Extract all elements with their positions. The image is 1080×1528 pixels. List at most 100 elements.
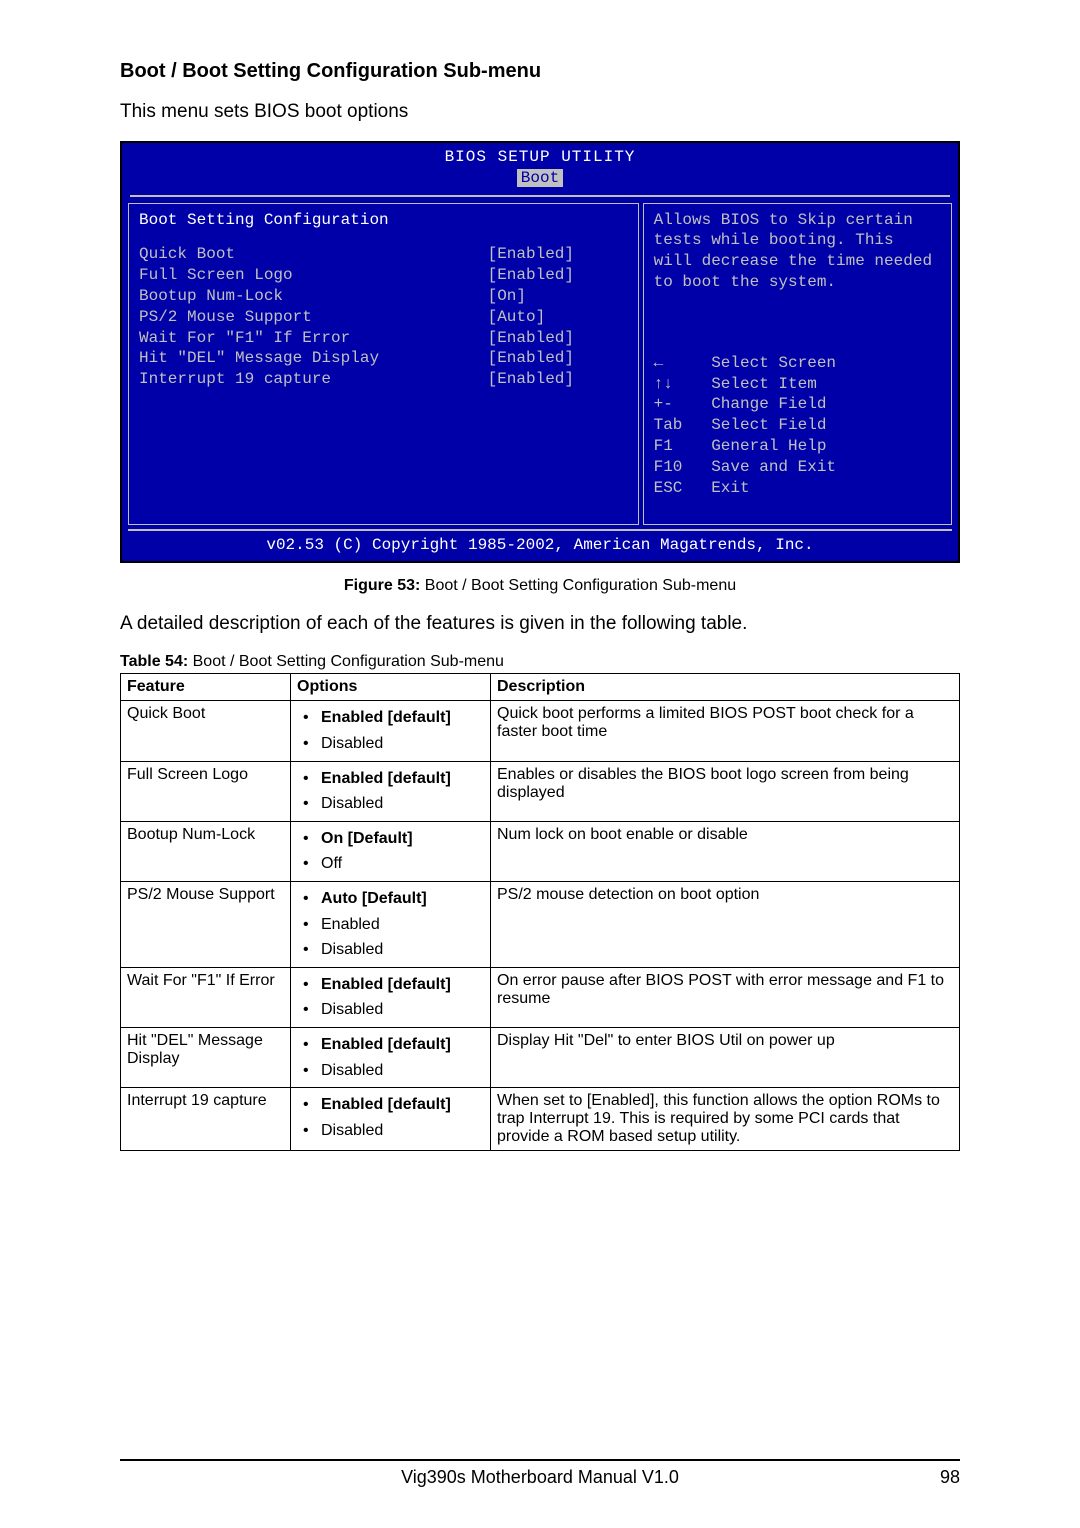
bios-setting-row: Hit "DEL" Message Display[Enabled]: [139, 348, 628, 369]
option-item: Enabled [default]: [297, 766, 484, 792]
bios-setting-value: [Enabled]: [488, 369, 628, 390]
option-item: Disabled: [297, 731, 484, 757]
table-row: Full Screen LogoEnabled [default]Disable…: [121, 761, 960, 821]
table-row: PS/2 Mouse SupportAuto [Default]EnabledD…: [121, 881, 960, 967]
bios-setting-value: [Enabled]: [488, 265, 628, 286]
bios-setting-value: [Auto]: [488, 307, 628, 328]
cell-description: Num lock on boot enable or disable: [491, 821, 960, 881]
option-item: Disabled: [297, 1058, 484, 1084]
bios-setting-row: Wait For "F1" If Error[Enabled]: [139, 328, 628, 349]
bios-nav-line: F10 Save and Exit: [654, 457, 941, 478]
bios-setting-label: Full Screen Logo: [139, 265, 488, 286]
bios-setting-row: PS/2 Mouse Support[Auto]: [139, 307, 628, 328]
figure-title: Boot / Boot Setting Configuration Sub-me…: [420, 577, 736, 594]
bios-tab-row: Boot: [122, 168, 958, 193]
bios-divider: [130, 195, 950, 197]
after-figure-text: A detailed description of each of the fe…: [120, 613, 960, 635]
cell-description: PS/2 mouse detection on boot option: [491, 881, 960, 967]
bios-setting-label: Bootup Num-Lock: [139, 286, 488, 307]
bios-setting-row: Interrupt 19 capture[Enabled]: [139, 369, 628, 390]
cell-options: Enabled [default]Disabled: [291, 1088, 491, 1151]
cell-description: Quick boot performs a limited BIOS POST …: [491, 701, 960, 761]
bios-body: Boot Setting Configuration Quick Boot[En…: [122, 199, 958, 529]
table-title: Boot / Boot Setting Configuration Sub-me…: [188, 653, 504, 670]
table-row: Bootup Num-LockOn [Default]OffNum lock o…: [121, 821, 960, 881]
cell-feature: Bootup Num-Lock: [121, 821, 291, 881]
bios-setting-row: Bootup Num-Lock[On]: [139, 286, 628, 307]
cell-options: On [Default]Off: [291, 821, 491, 881]
cell-description: On error pause after BIOS POST with erro…: [491, 967, 960, 1027]
bios-section-title: Boot Setting Configuration: [139, 210, 628, 231]
cell-feature: Hit "DEL" Message Display: [121, 1027, 291, 1087]
bios-setting-label: Hit "DEL" Message Display: [139, 348, 488, 369]
bios-nav-line: ESC Exit: [654, 478, 941, 499]
cell-feature: PS/2 Mouse Support: [121, 881, 291, 967]
bios-setting-value: [On]: [488, 286, 628, 307]
bios-setting-label: PS/2 Mouse Support: [139, 307, 488, 328]
cell-options: Enabled [default]Disabled: [291, 967, 491, 1027]
bios-help-text: Allows BIOS to Skip certain tests while …: [654, 210, 941, 293]
option-item: Disabled: [297, 791, 484, 817]
cell-description: Display Hit "Del" to enter BIOS Util on …: [491, 1027, 960, 1087]
bios-nav-line: +- Change Field: [654, 394, 941, 415]
option-item: On [Default]: [297, 826, 484, 852]
cell-feature: Interrupt 19 capture: [121, 1088, 291, 1151]
table-row: Interrupt 19 captureEnabled [default]Dis…: [121, 1088, 960, 1151]
bios-nav-line: Tab Select Field: [654, 415, 941, 436]
bios-left-panel: Boot Setting Configuration Quick Boot[En…: [128, 203, 639, 525]
option-item: Enabled [default]: [297, 705, 484, 731]
option-item: Disabled: [297, 997, 484, 1023]
option-item: Off: [297, 851, 484, 877]
bios-setting-label: Quick Boot: [139, 244, 488, 265]
option-item: Disabled: [297, 937, 484, 963]
cell-description: When set to [Enabled], this function all…: [491, 1088, 960, 1151]
table-caption: Table 54: Boot / Boot Setting Configurat…: [120, 653, 960, 671]
bios-nav-line: ↑↓ Select Item: [654, 374, 941, 395]
col-header-description: Description: [491, 674, 960, 701]
table-row: Quick BootEnabled [default]DisabledQuick…: [121, 701, 960, 761]
col-header-options: Options: [291, 674, 491, 701]
bios-tab-boot: Boot: [517, 169, 563, 187]
table-number: Table 54:: [120, 653, 188, 670]
bios-settings-list: Quick Boot[Enabled]Full Screen Logo[Enab…: [139, 244, 628, 390]
bios-setting-value: [Enabled]: [488, 328, 628, 349]
features-table: Feature Options Description Quick BootEn…: [120, 673, 960, 1151]
cell-options: Enabled [default]Disabled: [291, 1027, 491, 1087]
option-item: Auto [Default]: [297, 886, 484, 912]
cell-feature: Full Screen Logo: [121, 761, 291, 821]
option-item: Enabled: [297, 912, 484, 938]
footer-page-number: 98: [900, 1467, 960, 1488]
bios-right-panel: Allows BIOS to Skip certain tests while …: [643, 203, 952, 525]
bios-setting-value: [Enabled]: [488, 348, 628, 369]
bios-setting-value: [Enabled]: [488, 244, 628, 265]
figure-number: Figure 53:: [344, 577, 420, 594]
cell-options: Auto [Default]EnabledDisabled: [291, 881, 491, 967]
figure-caption: Figure 53: Boot / Boot Setting Configura…: [120, 577, 960, 595]
page-footer: Vig390s Motherboard Manual V1.0 98: [120, 1459, 960, 1488]
bios-screenshot: BIOS SETUP UTILITY Boot Boot Setting Con…: [120, 141, 960, 563]
bios-nav-line: ← Select Screen: [654, 353, 941, 374]
table-row: Hit "DEL" Message DisplayEnabled [defaul…: [121, 1027, 960, 1087]
cell-options: Enabled [default]Disabled: [291, 761, 491, 821]
page-heading: Boot / Boot Setting Configuration Sub-me…: [120, 60, 960, 83]
bios-setting-row: Quick Boot[Enabled]: [139, 244, 628, 265]
cell-options: Enabled [default]Disabled: [291, 701, 491, 761]
bios-nav-keys: ← Select Screen↑↓ Select Item+- Change F…: [654, 353, 941, 499]
cell-feature: Wait For "F1" If Error: [121, 967, 291, 1027]
bios-setting-label: Interrupt 19 capture: [139, 369, 488, 390]
option-item: Enabled [default]: [297, 1092, 484, 1118]
bios-setting-label: Wait For "F1" If Error: [139, 328, 488, 349]
table-row: Wait For "F1" If ErrorEnabled [default]D…: [121, 967, 960, 1027]
bios-nav-line: F1 General Help: [654, 436, 941, 457]
bios-title: BIOS SETUP UTILITY: [122, 143, 958, 168]
cell-feature: Quick Boot: [121, 701, 291, 761]
bios-setting-row: Full Screen Logo[Enabled]: [139, 265, 628, 286]
option-item: Enabled [default]: [297, 1032, 484, 1058]
footer-doc-title: Vig390s Motherboard Manual V1.0: [180, 1467, 900, 1488]
intro-text: This menu sets BIOS boot options: [120, 101, 960, 123]
bios-copyright: v02.53 (C) Copyright 1985-2002, American…: [128, 529, 952, 562]
option-item: Disabled: [297, 1118, 484, 1144]
col-header-feature: Feature: [121, 674, 291, 701]
table-header-row: Feature Options Description: [121, 674, 960, 701]
option-item: Enabled [default]: [297, 972, 484, 998]
